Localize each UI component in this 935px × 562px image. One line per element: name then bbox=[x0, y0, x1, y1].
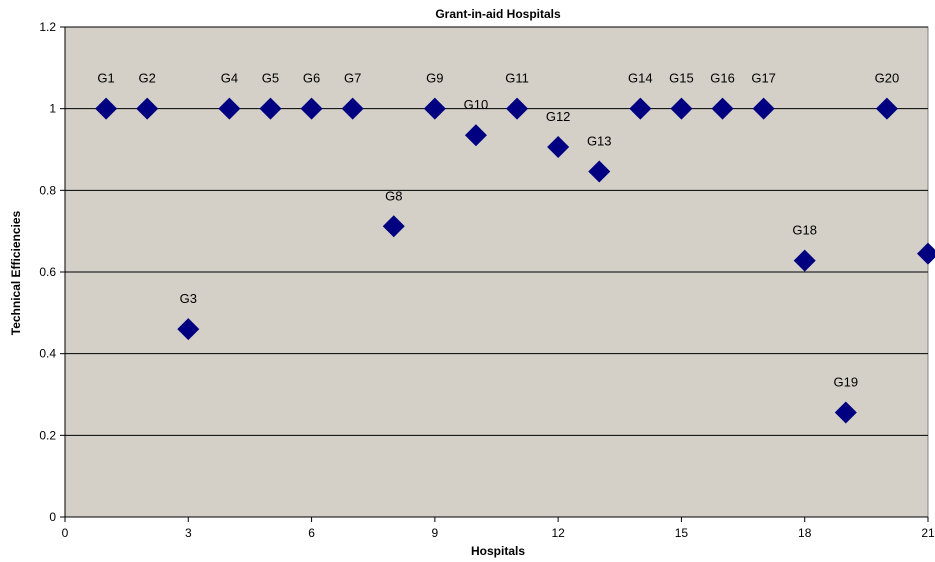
data-point bbox=[588, 160, 611, 183]
data-point bbox=[547, 136, 570, 159]
data-label: G9 bbox=[426, 71, 443, 86]
chart-title: Grant-in-aid Hospitals bbox=[435, 7, 561, 21]
data-label: G15 bbox=[669, 71, 694, 86]
y-tick-label: 1 bbox=[49, 102, 56, 116]
x-tick-label: 9 bbox=[432, 526, 439, 540]
data-label: G11 bbox=[505, 71, 529, 86]
data-point bbox=[629, 97, 652, 120]
data-label: G19 bbox=[834, 374, 859, 389]
data-point bbox=[177, 318, 200, 341]
data-label: G1 bbox=[97, 71, 114, 86]
x-tick-label: 18 bbox=[798, 526, 812, 540]
data-point bbox=[259, 97, 282, 120]
x-axis-label: Hospitals bbox=[471, 544, 525, 558]
data-label: G12 bbox=[546, 109, 571, 124]
x-tick-labels: 0 3 6 9 12 15 18 21 bbox=[62, 517, 935, 540]
data-point bbox=[464, 124, 487, 147]
data-label: G5 bbox=[262, 71, 279, 86]
data-point bbox=[341, 97, 364, 120]
data-points bbox=[95, 97, 935, 424]
point-labels: G1 G2 G3 G4 G5 G6 G7 G8 G9 G10 G11 G12 G13 G14 G15 G16 G… bbox=[97, 71, 899, 390]
data-point bbox=[136, 97, 159, 120]
data-point bbox=[423, 97, 446, 120]
data-point bbox=[300, 97, 323, 120]
data-point bbox=[917, 242, 935, 265]
data-point bbox=[670, 97, 693, 120]
data-point bbox=[95, 97, 118, 120]
data-label: G20 bbox=[875, 71, 900, 86]
y-tick-label: 0.8 bbox=[39, 183, 56, 197]
data-point bbox=[834, 401, 857, 424]
y-tick-label: 0.4 bbox=[39, 347, 56, 361]
y-tick-label: 0 bbox=[49, 510, 56, 524]
x-tick-label: 15 bbox=[675, 526, 689, 540]
data-point bbox=[752, 97, 775, 120]
data-label: G4 bbox=[221, 71, 238, 86]
x-tick-label: 0 bbox=[62, 526, 69, 540]
x-tick-label: 12 bbox=[551, 526, 565, 540]
data-label: G8 bbox=[385, 188, 402, 203]
data-point bbox=[875, 97, 898, 120]
data-label: G7 bbox=[344, 71, 361, 86]
data-label: G6 bbox=[303, 71, 320, 86]
data-label: G10 bbox=[464, 97, 489, 112]
data-point bbox=[711, 97, 734, 120]
data-label: G16 bbox=[710, 71, 735, 86]
x-tick-label: 6 bbox=[308, 526, 315, 540]
x-tick-label: 21 bbox=[921, 526, 935, 540]
data-point bbox=[218, 97, 241, 120]
data-point bbox=[793, 249, 816, 272]
data-point bbox=[506, 97, 529, 120]
data-label: G17 bbox=[751, 71, 776, 86]
data-label: G14 bbox=[628, 71, 653, 86]
y-tick-label: 0.6 bbox=[39, 265, 56, 279]
data-label: G2 bbox=[139, 71, 156, 86]
y-axis-label: Technical Efficiencies bbox=[9, 210, 23, 335]
data-label: G13 bbox=[587, 134, 612, 149]
data-label: G3 bbox=[180, 291, 197, 306]
y-tick-label: 0.2 bbox=[39, 428, 56, 442]
gridlines bbox=[65, 26, 928, 436]
y-tick-labels: 0 0.2 0.4 0.6 0.8 1 1.2 bbox=[39, 20, 65, 524]
x-tick-label: 3 bbox=[185, 526, 192, 540]
y-tick-label: 1.2 bbox=[39, 20, 56, 34]
data-point bbox=[382, 215, 405, 238]
data-label: G18 bbox=[792, 223, 817, 238]
